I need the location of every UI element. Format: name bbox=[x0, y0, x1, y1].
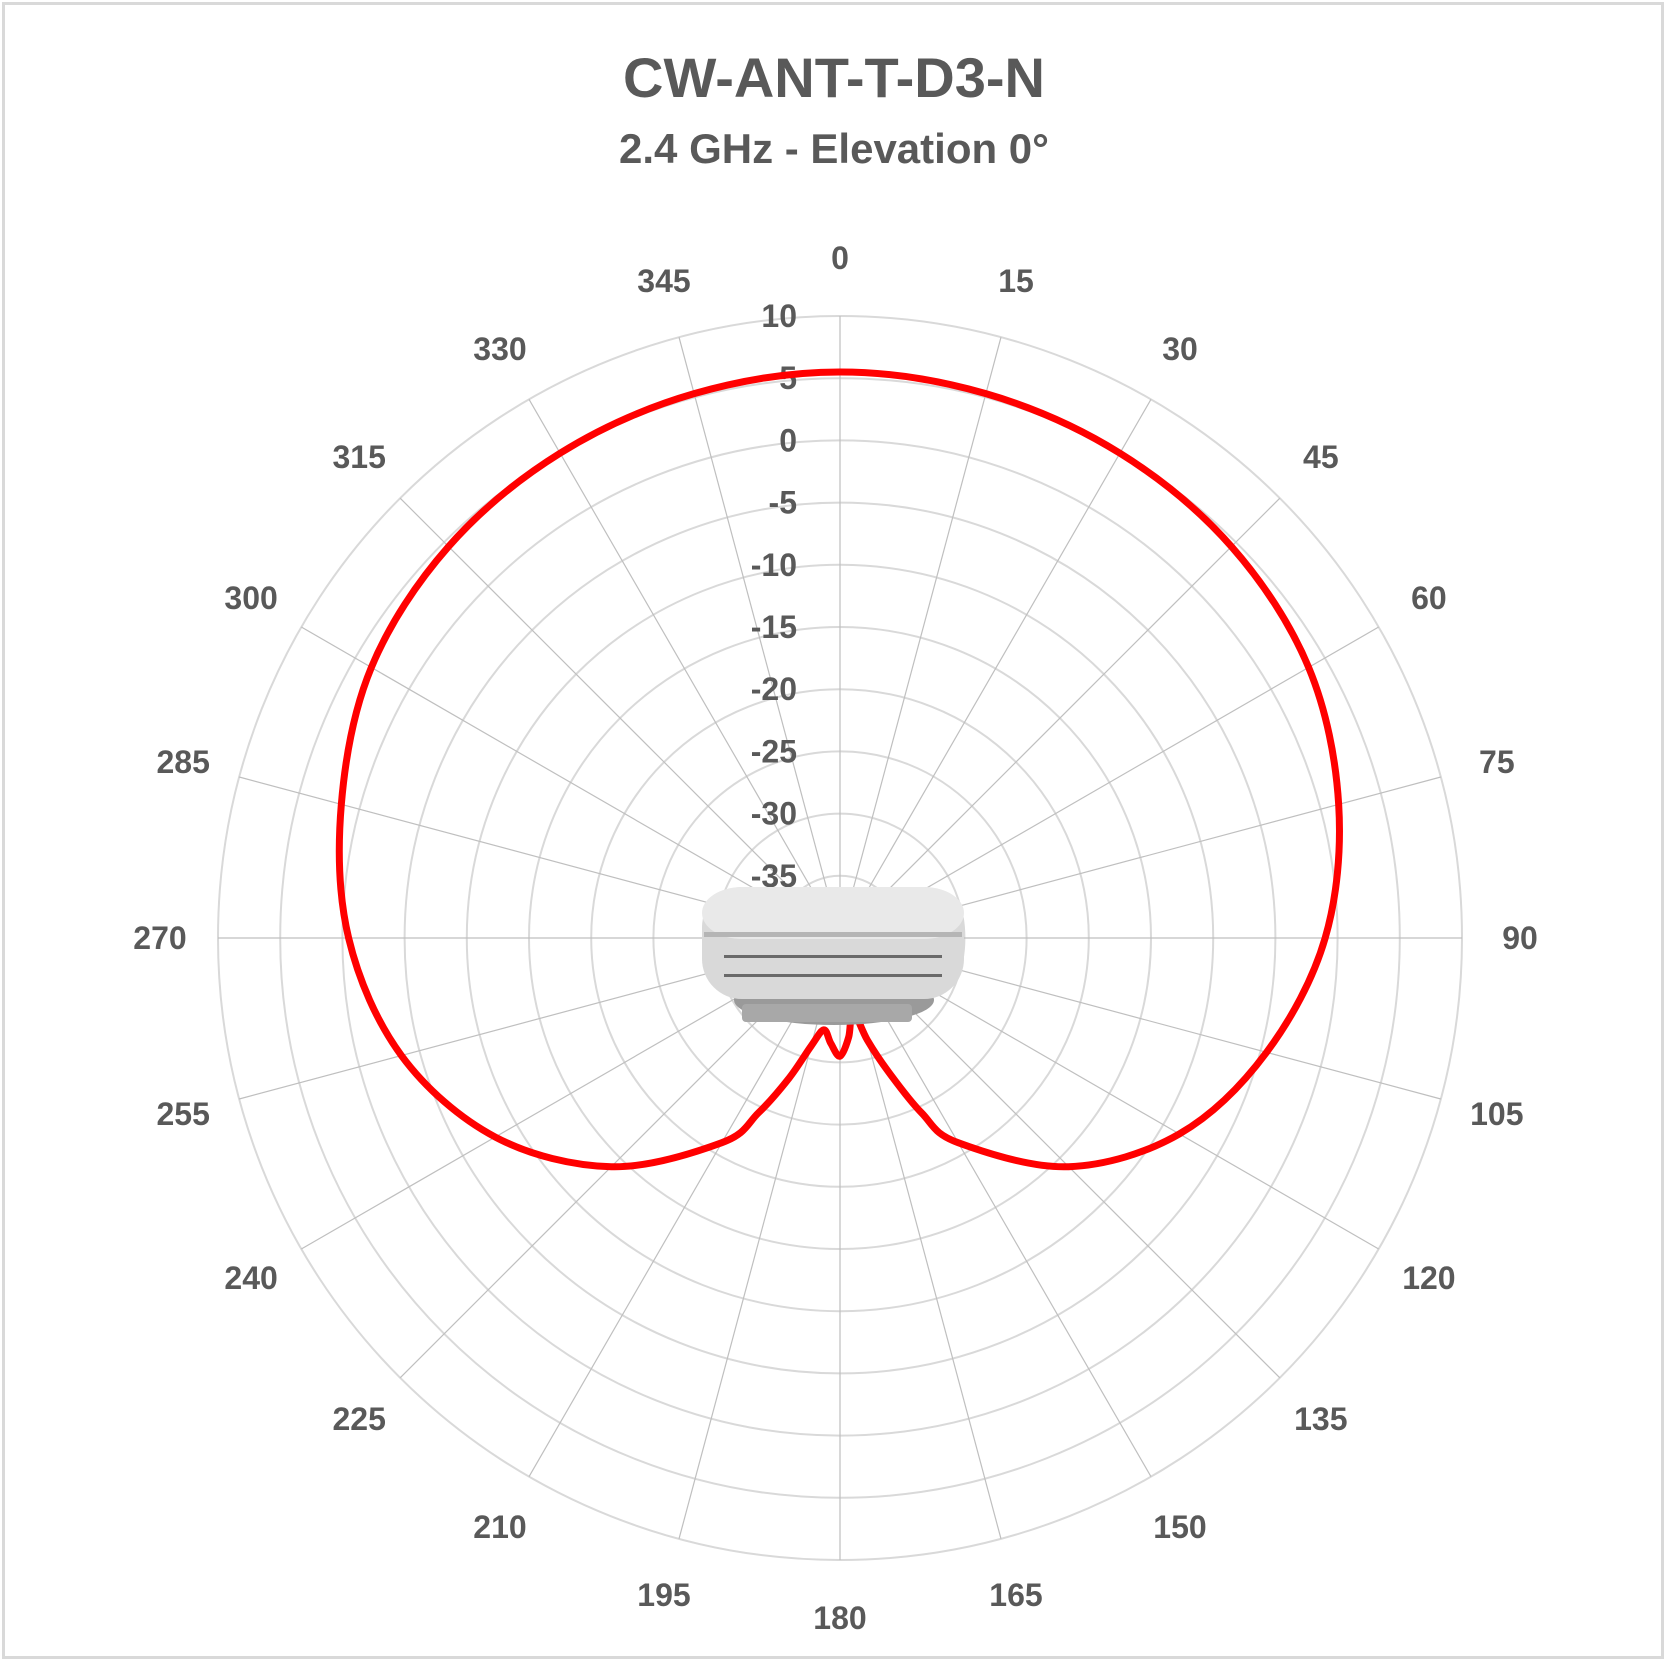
radial-tick-label: 0 bbox=[779, 422, 797, 458]
angle-tick-label: 180 bbox=[813, 1600, 866, 1636]
angle-tick-label: 90 bbox=[1502, 920, 1538, 956]
grid-spoke bbox=[839, 626, 1379, 939]
grid-spoke bbox=[301, 626, 841, 939]
chart-title: CW-ANT-T-D3-N bbox=[623, 46, 1045, 109]
grid-spoke bbox=[678, 937, 841, 1539]
angle-tick-label: 345 bbox=[637, 263, 690, 299]
angle-tick-label: 135 bbox=[1294, 1401, 1347, 1437]
series-line bbox=[335, 368, 1343, 1171]
grid-spoke bbox=[839, 337, 1002, 939]
angle-tick-label: 45 bbox=[1303, 439, 1339, 475]
radial-tick-label: -25 bbox=[751, 733, 797, 769]
angle-tick-label: 30 bbox=[1162, 331, 1198, 367]
radial-tick-label: -10 bbox=[751, 547, 797, 583]
grid-spoke bbox=[839, 399, 1152, 939]
angle-tick-label: 225 bbox=[332, 1401, 385, 1437]
grid-spoke bbox=[839, 937, 1152, 1477]
antenna-enclosure-icon bbox=[702, 887, 964, 1025]
angle-tick-label: 195 bbox=[637, 1577, 690, 1613]
grid-spoke bbox=[528, 937, 841, 1477]
angle-tick-label: 120 bbox=[1402, 1260, 1455, 1296]
angle-tick-label: 315 bbox=[332, 439, 385, 475]
series-layer bbox=[335, 368, 1343, 1171]
grid-spoke bbox=[528, 399, 841, 939]
grid-spoke bbox=[678, 337, 841, 939]
angle-tick-label: 300 bbox=[224, 580, 277, 616]
angle-tick-labels: 0 15 30 45 60 75 90 105 120 135 150 165 180 195 210 225… bbox=[133, 240, 1537, 1636]
radial-tick-label: -5 bbox=[769, 485, 797, 521]
radial-tick-label: 10 bbox=[761, 298, 797, 334]
angle-tick-label: 165 bbox=[989, 1577, 1042, 1613]
angle-tick-label: 75 bbox=[1479, 744, 1515, 780]
chart-subtitle: 2.4 GHz - Elevation 0° bbox=[619, 125, 1049, 172]
angle-tick-label: 0 bbox=[831, 240, 849, 276]
angle-tick-label: 270 bbox=[133, 920, 186, 956]
angle-tick-label: 285 bbox=[156, 744, 209, 780]
grid-spoke bbox=[399, 497, 841, 939]
angle-tick-label: 210 bbox=[473, 1509, 526, 1545]
angle-tick-label: 60 bbox=[1411, 580, 1447, 616]
angle-tick-label: 105 bbox=[1470, 1096, 1523, 1132]
radial-tick-label: -15 bbox=[751, 609, 797, 645]
angle-tick-label: 255 bbox=[156, 1096, 209, 1132]
radial-tick-label: -30 bbox=[751, 796, 797, 832]
radial-tick-label: -20 bbox=[751, 671, 797, 707]
angle-tick-label: 240 bbox=[224, 1260, 277, 1296]
angle-tick-label: 15 bbox=[998, 263, 1034, 299]
angle-tick-label: 330 bbox=[473, 331, 526, 367]
grid-spoke bbox=[839, 497, 1281, 939]
angle-tick-label: 150 bbox=[1153, 1509, 1206, 1545]
